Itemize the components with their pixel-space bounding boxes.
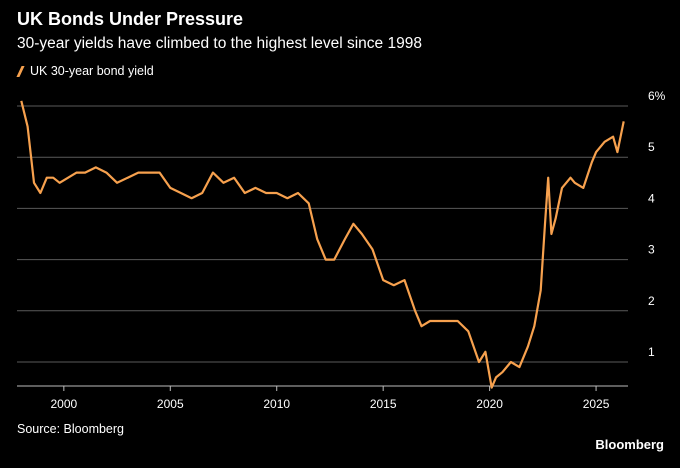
x-tick-label: 2025 [583, 397, 610, 411]
chart-title: UK Bonds Under Pressure [17, 9, 244, 29]
x-tick-label: 2005 [157, 397, 184, 411]
x-tick-label: 2015 [370, 397, 397, 411]
y-tick-label: 2 [648, 294, 655, 308]
y-tick-label: 1 [648, 345, 655, 359]
y-tick-label: 3 [648, 243, 655, 257]
legend-label: UK 30-year bond yield [30, 64, 154, 78]
y-tick-label: 6% [648, 89, 666, 103]
x-tick-label: 2010 [263, 397, 290, 411]
x-tick-label: 2000 [50, 397, 77, 411]
series-line-0 [20, 100, 625, 389]
source-note: Source: Bloomberg [17, 422, 125, 436]
y-tick-label: 5 [648, 140, 655, 154]
legend: UK 30-year bond yield [16, 64, 154, 78]
y-tick-label: 4 [648, 191, 655, 205]
chart-subtitle: 30-year yields have climbed to the highe… [17, 35, 422, 52]
x-tick-label: 2020 [476, 397, 503, 411]
brand-logo: Bloomberg [595, 437, 664, 452]
